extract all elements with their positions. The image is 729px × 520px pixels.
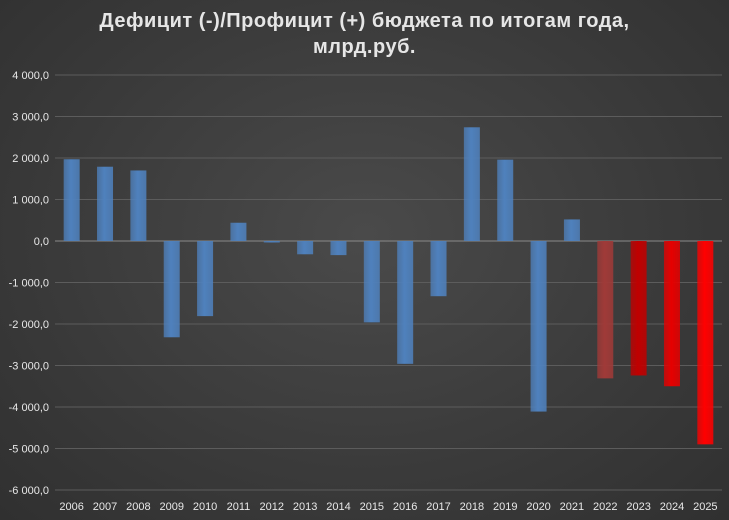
y-tick-label: -5 000,0 [9,444,49,456]
bar-2012 [263,241,280,243]
bar-2014 [330,241,347,256]
y-tick-label: 4 000,0 [12,70,49,82]
chart-title: Дефицит (-)/Профицит (+) бюджета по итог… [0,8,729,60]
bar-2018 [463,127,480,241]
y-tick-label: -1 000,0 [9,278,49,290]
x-axis-tick-labels: 2006 2007 2008 2009 2010 2011 2012 2013 2014 2015… [59,501,717,513]
bar-2016 [397,241,414,364]
bar-2025 [697,241,714,445]
y-tick-label: -2 000,0 [9,319,49,331]
bar-2017 [430,241,447,297]
bar-2022 [597,241,614,379]
y-tick-label: -4 000,0 [9,402,49,414]
y-tick-label: 3 000,0 [12,112,49,124]
y-tick-label: 1 000,0 [12,195,49,207]
gridlines [55,74,722,491]
x-tick-label: 2016 [393,501,417,513]
x-tick-label: 2023 [626,501,650,513]
y-tick-label: -3 000,0 [9,361,49,373]
bar-2015 [363,241,380,323]
x-tick-label: 2009 [159,501,183,513]
x-tick-label: 2006 [59,501,83,513]
bar-2007 [97,166,114,241]
bar-2023 [630,241,647,376]
x-tick-label: 2007 [93,501,117,513]
x-tick-label: 2011 [227,501,251,513]
bar-2013 [297,241,314,255]
y-tick-label: -6 000,0 [9,485,49,497]
x-tick-label: 2019 [493,501,517,513]
bar-2011 [230,222,247,241]
bar-2006 [63,159,80,241]
x-tick-label: 2014 [326,501,350,513]
x-tick-label: 2021 [560,501,584,513]
bar-2009 [163,241,180,338]
bar-2021 [563,219,580,241]
x-tick-label: 2020 [526,501,550,513]
x-tick-label: 2022 [593,501,617,513]
x-tick-label: 2024 [660,501,684,513]
bar-2010 [197,241,214,317]
y-tick-label: 2 000,0 [12,153,49,165]
x-tick-label: 2017 [426,501,450,513]
x-tick-label: 2013 [293,501,317,513]
bar-2024 [663,241,680,387]
x-tick-label: 2010 [193,501,217,513]
x-tick-label: 2018 [460,501,484,513]
x-tick-label: 2025 [693,501,717,513]
x-tick-label: 2015 [360,501,384,513]
bar-2008 [130,170,147,241]
chart-title-line-2: млрд.руб. [313,36,416,58]
bars [63,127,714,445]
y-tick-label: 0,0 [34,236,49,248]
bar-2019 [497,159,514,241]
y-axis-tick-labels: 4 000,0 3 000,0 2 000,0 1 000,0 0,0 -1 000,0 -… [9,70,49,497]
bar-2020 [530,241,547,412]
x-tick-label: 2012 [260,501,284,513]
x-tick-label: 2008 [126,501,150,513]
chart-title-line-1: Дефицит (-)/Профицит (+) бюджета по итог… [99,10,630,32]
